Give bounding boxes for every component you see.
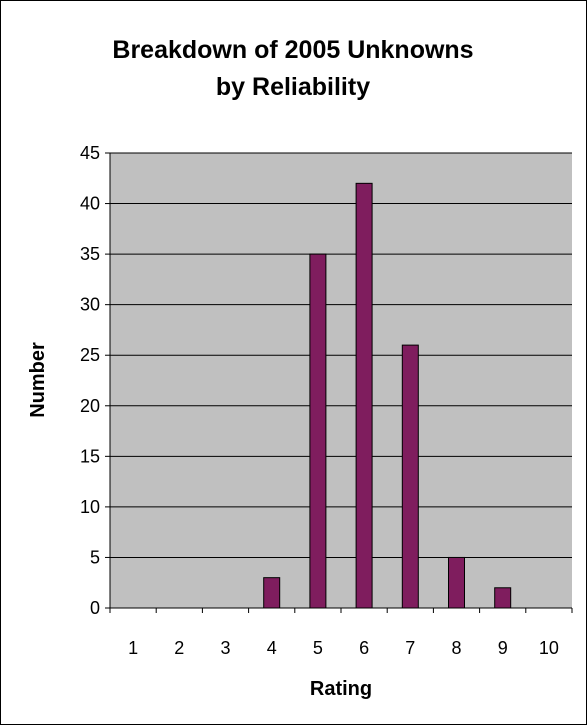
bar-rating-4 [263,577,281,609]
plot-area [110,153,572,608]
bar-rating-9 [494,587,512,609]
x-tick-label: 5 [313,638,323,658]
x-tick-label: 6 [359,638,369,658]
y-tick-label: 35 [80,244,100,264]
x-tick-label: 1 [128,638,138,658]
x-axis-label: Rating [310,678,372,700]
y-tick-label: 20 [80,396,100,416]
chart-title-line-1: Breakdown of 2005 Unknowns [112,36,473,64]
bar-rating-6 [355,182,373,609]
x-tick-label: 4 [267,638,277,658]
y-tick-label: 0 [90,598,100,618]
x-tick-label: 2 [174,638,184,658]
y-axis-label: Number [27,342,49,418]
bar-rating-5 [309,253,327,609]
x-tick-label: 9 [498,638,508,658]
y-tick-label: 10 [80,497,100,517]
y-tick-label: 25 [80,345,100,365]
y-tick-label: 15 [80,446,100,466]
x-tick-labels: 1 2 3 4 5 6 7 8 9 10 [128,638,559,658]
y-tick-label: 40 [80,194,100,214]
gridlines [105,152,572,609]
y-tick-label: 5 [90,547,100,567]
axes [109,153,573,613]
bar-rating-7 [401,344,419,609]
chart-title-line-2: by Reliability [216,73,370,101]
bars [263,182,512,609]
x-tick-label: 8 [451,638,461,658]
x-tick-label: 10 [539,638,559,658]
y-tick-label: 30 [80,295,100,315]
x-tick-label: 7 [405,638,415,658]
y-tick-label: 45 [80,143,100,163]
y-tick-labels: 0 5 10 15 20 25 30 35 40 45 [80,143,100,618]
x-tick-label: 3 [220,638,230,658]
bar-rating-8 [448,556,465,609]
